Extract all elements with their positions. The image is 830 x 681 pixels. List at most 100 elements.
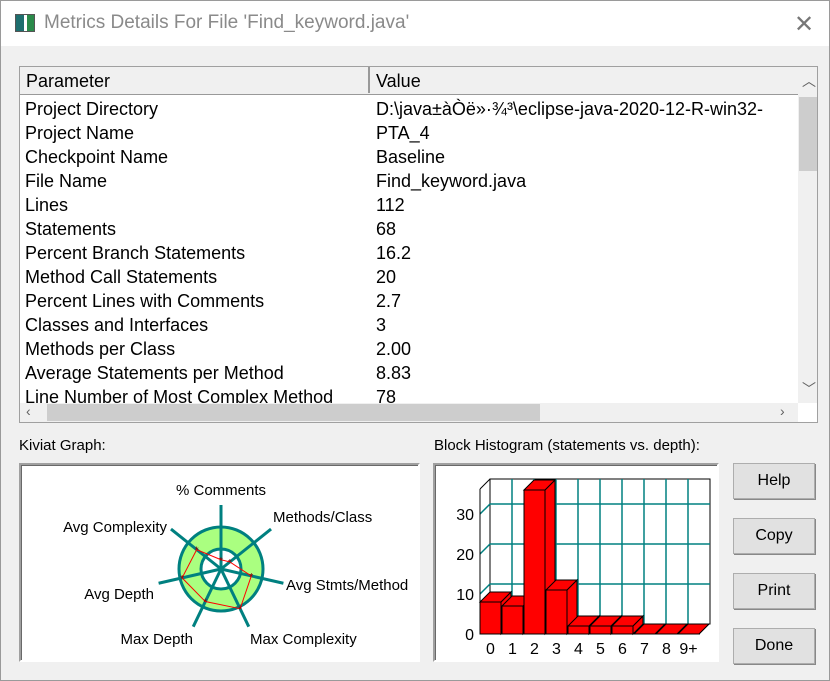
table-row[interactable]: Classes and Interfaces 3 <box>20 313 798 337</box>
value-cell: 2.00 <box>376 339 412 359</box>
table-row[interactable]: Methods per Class 2.00 <box>20 337 798 361</box>
kiviat-axis-label: Methods/Class <box>273 509 372 526</box>
vertical-scroll-thumb[interactable] <box>799 97 817 171</box>
block-histogram: 0 10 20 30 0 1 2 3 4 5 6 7 8 9+ <box>433 463 719 662</box>
parameter-cell: Methods per Class <box>25 339 176 359</box>
parameter-cell: Project Directory <box>25 99 159 119</box>
table-row[interactable]: Average Statements per Method 8.83 <box>20 361 798 385</box>
value-cell: Baseline <box>376 147 446 167</box>
kiviat-axis <box>191 568 223 628</box>
x-tick-label: 2 <box>530 641 539 658</box>
x-tick-label: 4 <box>574 641 583 658</box>
parameter-cell: Statements <box>25 219 117 239</box>
histogram-bar-top <box>632 623 667 635</box>
table-row[interactable]: Line Number of Most Complex Method 78 <box>20 385 798 409</box>
parameter-cell: Project Name <box>25 123 135 143</box>
scroll-left-icon[interactable]: ‹ <box>26 403 31 419</box>
histogram-grid-diagonal <box>479 503 491 515</box>
kiviat-point: * <box>203 598 207 609</box>
table-header: Parameter Value <box>20 67 798 95</box>
histogram-label: Block Histogram (statements vs. depth): <box>434 437 700 454</box>
table-row[interactable]: Project Name PTA_4 <box>20 121 798 145</box>
kiviat-point: * <box>238 605 242 616</box>
table-row[interactable]: Method Call Statements 20 <box>20 265 798 289</box>
scroll-down-icon[interactable]: ﹀ <box>802 381 816 397</box>
kiviat-axis-label: Max Complexity <box>250 631 357 648</box>
histogram-bar <box>567 625 590 635</box>
window-title: Metrics Details For File 'Find_keyword.j… <box>44 12 410 33</box>
value-cell: Find_keyword.java <box>376 171 527 191</box>
value-cell: 16.2 <box>376 243 412 263</box>
histogram-bar <box>611 625 634 635</box>
y-tick-label: 0 <box>465 627 474 644</box>
table-row[interactable]: Statements 68 <box>20 217 798 241</box>
table-row[interactable]: Project Directory D:\java±àÒë»·¾³\eclipse… <box>20 97 798 121</box>
kiviat-point: * <box>219 556 223 567</box>
x-tick-label: 7 <box>640 641 649 658</box>
copy-button[interactable]: Copy <box>733 518 815 554</box>
x-tick-label: 5 <box>596 641 605 658</box>
histogram-bar <box>523 489 546 635</box>
parameter-cell: Lines <box>25 195 69 215</box>
column-header-value[interactable]: Value <box>376 71 421 91</box>
histogram-bar <box>479 601 502 635</box>
table-row[interactable]: Lines 112 <box>20 193 798 217</box>
value-cell: 68 <box>376 219 397 239</box>
value-cell: 8.83 <box>376 363 412 383</box>
histogram-bar <box>545 589 568 635</box>
scroll-right-icon[interactable]: › <box>780 403 785 419</box>
parameter-cell: Checkpoint Name <box>25 147 169 167</box>
kiviat-axis <box>158 567 222 585</box>
x-tick-label: 6 <box>618 641 627 658</box>
kiviat-label: Kiviat Graph: <box>19 437 106 454</box>
x-tick-label: 1 <box>508 641 517 658</box>
kiviat-polygon <box>181 548 252 610</box>
table-row[interactable]: Percent Branch Statements 16.2 <box>20 241 798 265</box>
value-cell: 112 <box>376 195 405 215</box>
kiviat-axis-label: Max Depth <box>120 631 193 648</box>
kiviat-point: * <box>228 558 232 569</box>
x-tick-label: 0 <box>486 641 495 658</box>
y-tick-label: 10 <box>456 587 474 604</box>
kiviat-axis <box>220 527 272 571</box>
column-header-parameter[interactable]: Parameter <box>20 67 370 93</box>
x-tick-label: 3 <box>552 641 561 658</box>
scroll-up-icon[interactable]: ︿ <box>802 73 816 89</box>
kiviat-axis <box>219 568 251 628</box>
title-bar: Metrics Details For File 'Find_keyword.j… <box>1 1 829 46</box>
vertical-scrollbar[interactable]: ︿ ﹀ <box>798 67 817 403</box>
done-button[interactable]: Done <box>733 628 815 664</box>
help-button[interactable]: Help <box>733 463 815 499</box>
histogram-bar <box>501 605 524 635</box>
x-tick-label: 9+ <box>679 641 697 658</box>
value-cell: 78 <box>376 387 397 407</box>
kiviat-svg: % Comments Methods/Class Avg Stmts/Method M… <box>63 482 408 648</box>
histogram-bar-top <box>676 623 711 635</box>
parameter-cell: Percent Branch Statements <box>25 243 246 263</box>
kiviat-axis-label: Avg Complexity <box>63 519 167 536</box>
horizontal-scroll-thumb[interactable] <box>47 404 540 421</box>
parameter-cell: Classes and Interfaces <box>25 315 209 335</box>
value-cell: 20 <box>376 267 397 287</box>
value-cell: PTA_4 <box>376 123 430 143</box>
histogram-bar <box>589 625 612 635</box>
kiviat-axis-label: Avg Depth <box>84 586 154 603</box>
close-icon[interactable]: ✕ <box>794 11 815 38</box>
horizontal-scrollbar[interactable]: ‹ › <box>20 403 798 422</box>
print-button[interactable]: Print <box>733 573 815 609</box>
value-cell: 3 <box>376 315 387 335</box>
table-row[interactable]: Percent Lines with Comments 2.7 <box>20 289 798 313</box>
table-row[interactable]: Checkpoint Name Baseline <box>20 145 798 169</box>
parameter-cell: Method Call Statements <box>25 267 218 287</box>
y-tick-label: 30 <box>456 507 474 524</box>
kiviat-point: * <box>249 572 253 583</box>
table-row[interactable]: File Name Find_keyword.java <box>20 169 798 193</box>
y-axis-top <box>479 478 491 490</box>
histogram-grid-diagonal <box>479 583 491 595</box>
kiviat-axis-label: % Comments <box>176 482 266 499</box>
kiviat-axis <box>220 567 284 585</box>
histogram-grid-diagonal <box>479 543 491 555</box>
kiviat-axis <box>170 527 222 571</box>
